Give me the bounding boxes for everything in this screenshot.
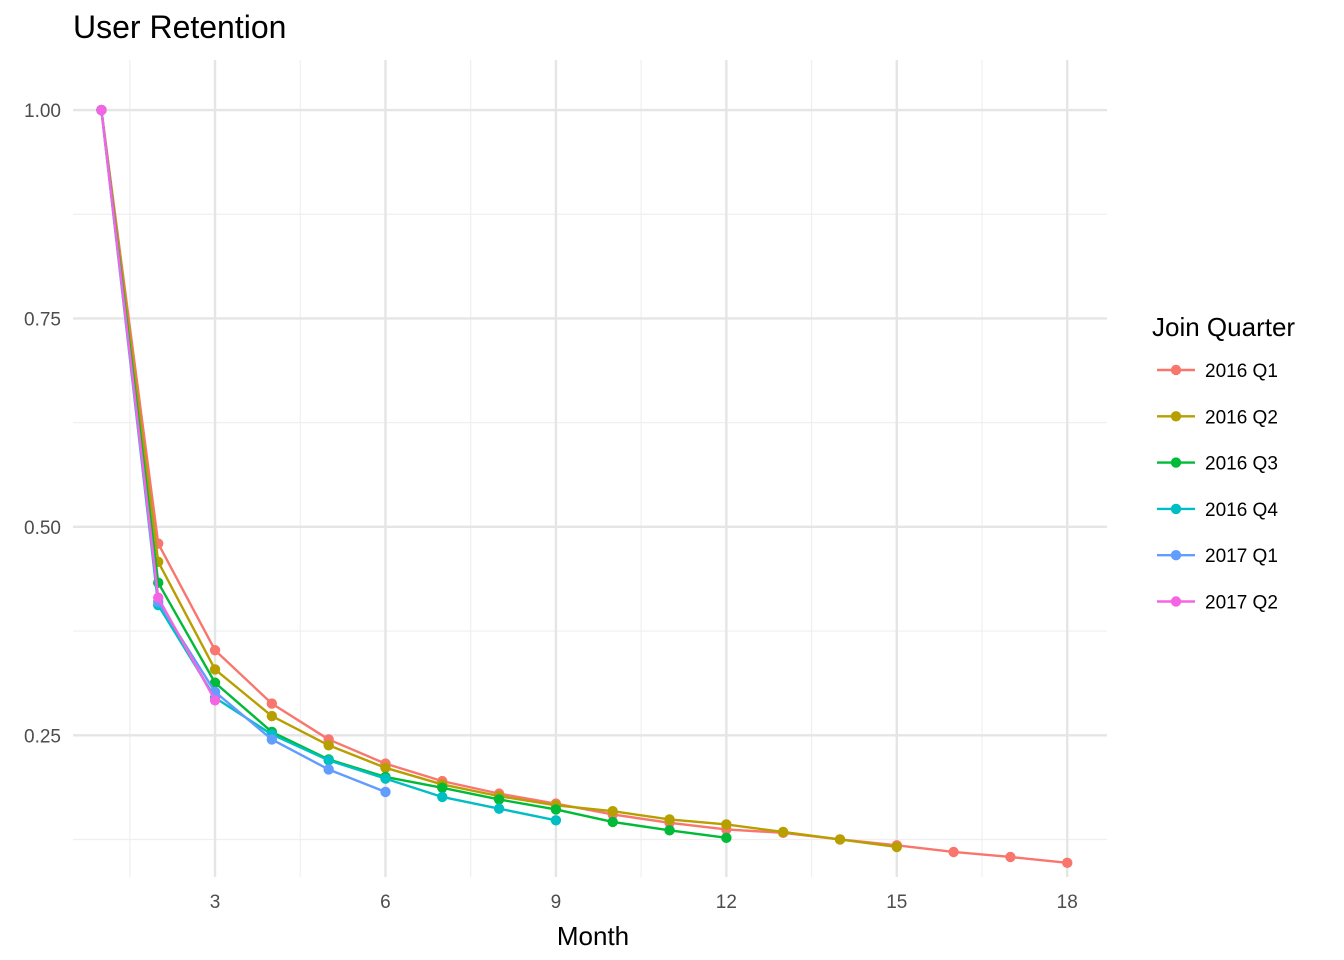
data-point [834, 834, 846, 845]
data-point [266, 710, 278, 722]
series-2016-q1 [96, 104, 1073, 869]
data-point [209, 664, 221, 675]
x-axis-ticks: 3 6 9 12 15 18 [210, 892, 1078, 913]
y-axis-ticks: 0.25 0.50 0.75 1.00 [24, 101, 61, 747]
legend-item: 2017 Q1 [1157, 546, 1278, 567]
series-line [100, 109, 557, 822]
data-point [153, 592, 164, 603]
x-tick-label: 12 [716, 892, 737, 913]
series-2017-q2 [96, 104, 221, 706]
data-point [493, 803, 505, 814]
data-point [96, 104, 107, 116]
legend-item: 2016 Q4 [1157, 500, 1278, 521]
data-point [323, 764, 334, 775]
series-layer [96, 104, 1073, 869]
data-point [948, 846, 959, 858]
y-tick-label: 0.25 [24, 726, 61, 747]
data-point [209, 645, 221, 656]
legend-label: 2016 Q1 [1205, 361, 1278, 382]
y-tick-label: 0.50 [24, 518, 61, 539]
legend-item: 2016 Q2 [1157, 407, 1278, 428]
data-point [323, 755, 334, 766]
legend-label: 2017 Q2 [1205, 593, 1278, 614]
legend-key-point [1170, 411, 1182, 422]
y-tick-label: 1.00 [24, 101, 61, 122]
y-tick-label: 0.75 [24, 309, 61, 330]
series-line [100, 109, 727, 840]
data-point [209, 695, 221, 706]
x-tick-label: 18 [1057, 892, 1078, 913]
data-point [493, 794, 505, 805]
legend-label: 2017 Q1 [1205, 546, 1278, 567]
x-tick-label: 15 [886, 892, 907, 913]
legend-item: 2016 Q3 [1157, 454, 1278, 475]
data-point [664, 814, 675, 825]
legend-items: 2016 Q1 2016 Q2 2016 Q3 2016 Q4 2017 Q1 2017 … [1157, 361, 1278, 614]
data-point [1005, 851, 1016, 863]
data-point [721, 832, 732, 844]
x-tick-label: 6 [380, 892, 391, 913]
data-point [550, 804, 562, 815]
data-point [437, 782, 448, 793]
legend-key-point [1170, 457, 1182, 468]
series-line [100, 109, 217, 701]
series-line [100, 109, 1068, 865]
grid [73, 60, 1107, 877]
data-point [380, 773, 391, 784]
data-point [664, 825, 675, 836]
data-point [266, 698, 278, 709]
legend-label: 2016 Q2 [1205, 407, 1278, 428]
data-point [380, 786, 391, 798]
x-tick-label: 3 [210, 892, 221, 913]
data-point [607, 805, 618, 817]
legend-label: 2016 Q4 [1205, 500, 1278, 521]
data-point [266, 734, 278, 745]
data-point [380, 762, 391, 773]
x-tick-label: 9 [551, 892, 562, 913]
x-axis-title: Month [557, 921, 629, 951]
data-point [891, 841, 902, 853]
legend-label: 2016 Q3 [1205, 454, 1278, 475]
data-point [1062, 857, 1073, 869]
data-point [777, 826, 789, 838]
data-point [550, 815, 562, 826]
chart-title: User Retention [73, 9, 286, 45]
data-point [323, 740, 334, 751]
series-2016-q4 [96, 104, 562, 826]
legend-key-point [1170, 596, 1182, 607]
legend-key-point [1170, 550, 1182, 561]
legend-item: 2017 Q2 [1157, 593, 1278, 614]
data-point [607, 816, 618, 828]
legend-title: Join Quarter [1152, 312, 1295, 342]
data-point [209, 677, 221, 688]
data-point [437, 791, 448, 803]
legend-key-point [1170, 364, 1182, 376]
legend-item: 2016 Q1 [1157, 361, 1278, 382]
legend-key-point [1170, 503, 1182, 515]
data-point [721, 819, 732, 830]
series-2016-q3 [96, 104, 732, 844]
series-2016-q2 [96, 104, 902, 853]
